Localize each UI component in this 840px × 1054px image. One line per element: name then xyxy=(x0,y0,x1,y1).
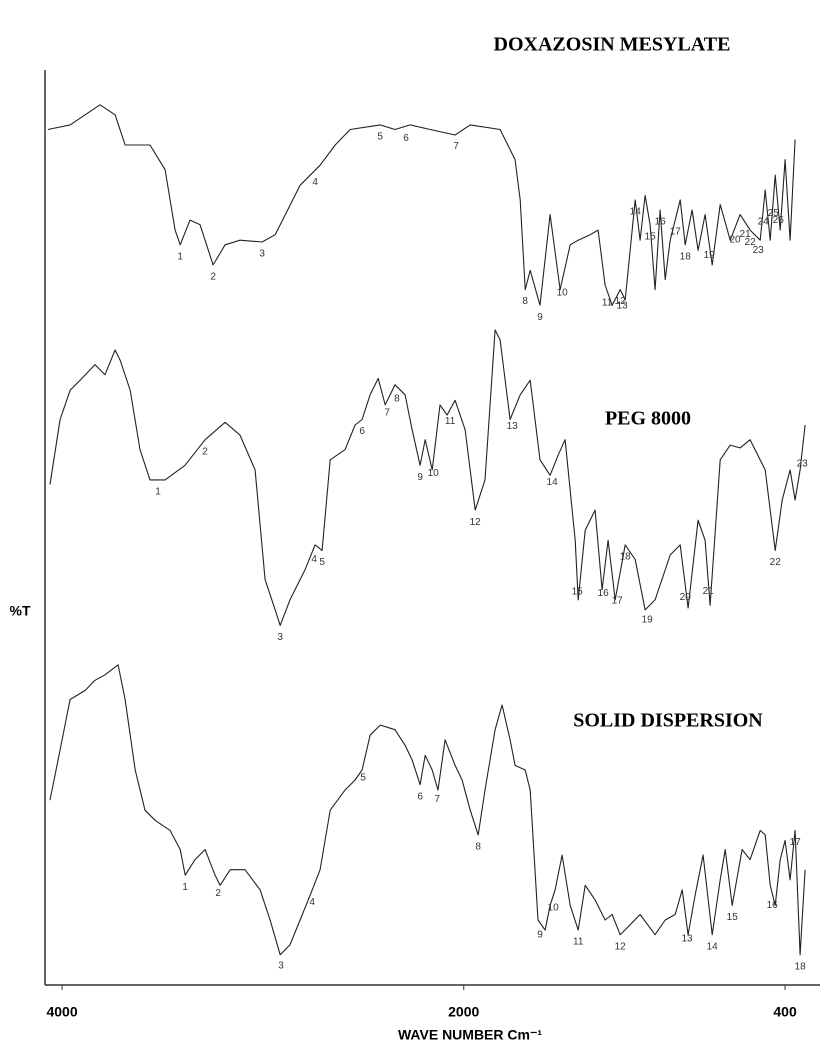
peak-label: 18 xyxy=(680,251,692,262)
peak-label: 11 xyxy=(602,297,613,308)
peak-label: 8 xyxy=(475,842,481,853)
peak-label: 2 xyxy=(202,446,208,457)
peak-label: 12 xyxy=(615,296,627,307)
peak-label: 8 xyxy=(522,296,528,307)
peak-label: 20 xyxy=(729,234,741,245)
peak-label: 15 xyxy=(572,587,584,598)
peak-label: 10 xyxy=(548,903,560,914)
peak-label: 2 xyxy=(215,888,221,899)
x-axis-label: WAVE NUMBER Cm⁻¹ xyxy=(398,1027,542,1043)
series-label: PEG 8000 xyxy=(605,408,691,430)
peak-label: 1 xyxy=(155,487,161,498)
peak-label: 13 xyxy=(681,934,693,945)
peak-label: 6 xyxy=(417,791,423,802)
peak-label: 15 xyxy=(727,912,739,923)
series-label: DOXAZOSIN MESYLATE xyxy=(494,34,731,56)
peak-label: 16 xyxy=(655,217,667,228)
peak-label: 4 xyxy=(311,554,317,565)
peak-label: 3 xyxy=(259,249,265,260)
spectrum-line xyxy=(49,664,806,956)
peak-label: 14 xyxy=(547,477,559,488)
peak-label: 14 xyxy=(630,207,642,218)
peak-label: 10 xyxy=(428,468,440,479)
peak-label: 7 xyxy=(434,794,440,805)
x-tick-label: 4000 xyxy=(46,1004,77,1020)
peak-label: 18 xyxy=(620,552,632,563)
peak-label: 15 xyxy=(645,231,657,242)
peak-label: 5 xyxy=(360,772,366,783)
peak-label: 5 xyxy=(319,557,325,568)
spectrum-line xyxy=(47,104,796,306)
peak-label: 6 xyxy=(359,426,365,437)
peak-label: 9 xyxy=(537,930,543,941)
peak-label: 9 xyxy=(417,472,423,483)
peak-label: 1 xyxy=(182,882,188,893)
peak-label: 12 xyxy=(470,517,482,528)
peak-label: 16 xyxy=(598,588,610,599)
peak-label: 9 xyxy=(537,312,543,323)
peak-label: 6 xyxy=(403,133,409,144)
peak-label: 25 xyxy=(768,208,780,219)
peak-label: 19 xyxy=(642,614,654,625)
peak-label: 18 xyxy=(795,961,807,972)
peak-label: 22 xyxy=(745,237,757,248)
spectrum-line xyxy=(49,329,806,626)
peak-label: 26 xyxy=(773,215,785,226)
peak-label: 14 xyxy=(707,941,719,952)
peak-label: 17 xyxy=(612,595,624,606)
peak-label: 8 xyxy=(394,393,400,404)
peak-label: 3 xyxy=(278,961,284,972)
peak-label: 4 xyxy=(309,897,315,908)
peak-label: 11 xyxy=(573,937,584,948)
peak-label: 22 xyxy=(770,557,782,568)
peak-label: 10 xyxy=(557,287,569,298)
peak-label: 4 xyxy=(312,177,318,188)
x-tick-label: 2000 xyxy=(448,1004,479,1020)
peak-label: 20 xyxy=(680,592,692,603)
peak-label: 7 xyxy=(453,141,459,152)
peak-label: 23 xyxy=(753,245,765,256)
peak-label: 17 xyxy=(790,837,802,848)
peak-label: 5 xyxy=(377,132,383,143)
peak-label: 1 xyxy=(177,251,183,262)
peak-label: 19 xyxy=(704,250,716,261)
peak-label: 3 xyxy=(277,632,283,643)
peak-label: 21 xyxy=(740,229,752,240)
peak-label: 21 xyxy=(703,586,715,597)
peak-label: 12 xyxy=(615,941,627,952)
y-axis-label: %T xyxy=(10,603,31,619)
peak-label: 7 xyxy=(384,407,390,418)
x-tick-label: 400 xyxy=(773,1004,797,1020)
peak-label: 13 xyxy=(507,421,519,432)
peak-label: 24 xyxy=(758,217,770,228)
peak-label: 2 xyxy=(210,272,216,283)
peak-label: 13 xyxy=(617,300,629,311)
peak-label: 11 xyxy=(445,416,456,427)
peak-label: 17 xyxy=(670,227,682,238)
series-label: SOLID DISPERSION xyxy=(573,710,763,732)
peak-label: 16 xyxy=(767,900,779,911)
peak-label: 23 xyxy=(797,459,809,470)
